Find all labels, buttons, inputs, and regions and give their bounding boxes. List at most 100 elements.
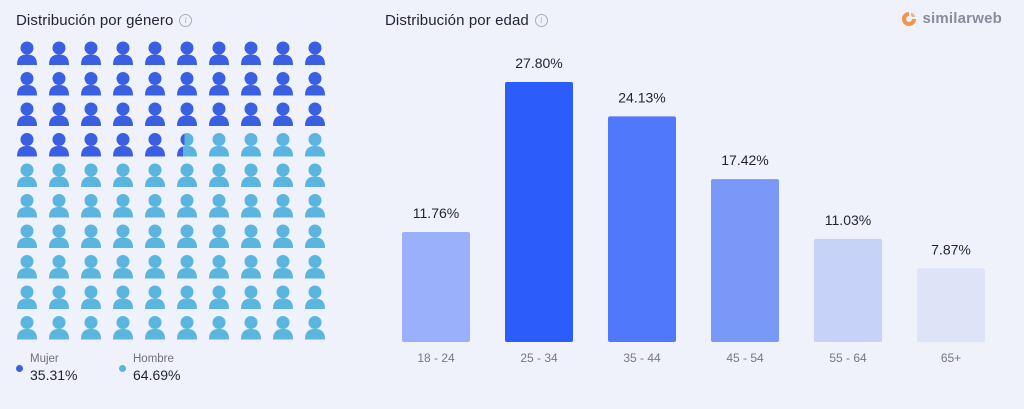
data-label: 27.80% <box>515 55 562 71</box>
age-title-text: Distribución por edad <box>385 12 529 29</box>
brand-name: similarweb <box>922 10 1002 27</box>
person-icon <box>113 285 133 309</box>
person-icon <box>305 41 325 65</box>
age-bar-chart: 11.76% 18 - 24 27.80% 25 - 34 24.13% 35 - 44 1… <box>402 55 985 365</box>
person-icon <box>81 285 101 309</box>
person-icon <box>49 316 69 340</box>
person-icon <box>113 72 133 96</box>
person-icon <box>177 133 197 157</box>
person-icon <box>81 316 101 340</box>
person-icon <box>241 163 261 187</box>
data-label: 7.87% <box>931 241 971 257</box>
person-icon <box>241 224 261 248</box>
bar-0[interactable] <box>402 232 470 342</box>
person-icon <box>305 285 325 309</box>
person-icon <box>17 255 37 279</box>
person-icon <box>145 194 165 218</box>
person-icon <box>209 163 229 187</box>
person-icon <box>145 41 165 65</box>
x-tick-label: 65+ <box>941 351 961 365</box>
person-icon <box>81 133 101 157</box>
person-icon <box>49 72 69 96</box>
person-icon <box>241 285 261 309</box>
person-icon <box>113 316 133 340</box>
data-label: 11.76% <box>413 205 459 221</box>
person-icon <box>177 285 197 309</box>
bar-2[interactable] <box>608 116 676 343</box>
person-icon <box>209 41 229 65</box>
person-icon <box>305 102 325 126</box>
age-distribution-title: Distribución por edad i <box>385 12 548 29</box>
person-icon <box>145 72 165 96</box>
person-icon <box>177 224 197 248</box>
person-icon <box>305 255 325 279</box>
person-icon <box>305 194 325 218</box>
person-icon <box>145 285 165 309</box>
person-icon <box>17 316 37 340</box>
info-icon[interactable]: i <box>534 14 548 27</box>
person-icon <box>209 194 229 218</box>
person-icon <box>273 255 293 279</box>
person-icon <box>49 194 69 218</box>
person-icon <box>113 224 133 248</box>
x-tick-label: 55 - 64 <box>829 351 867 365</box>
person-icon <box>113 133 133 157</box>
person-icon <box>145 255 165 279</box>
info-icon[interactable]: i <box>179 14 193 27</box>
person-icon <box>273 163 293 187</box>
person-icon <box>81 102 101 126</box>
person-icon <box>17 194 37 218</box>
person-icon <box>145 224 165 248</box>
person-icon <box>209 224 229 248</box>
person-icon <box>273 285 293 309</box>
person-icon <box>113 41 133 65</box>
bar-1[interactable] <box>505 82 573 342</box>
person-icon <box>17 224 37 248</box>
person-icon <box>209 133 229 157</box>
person-icon <box>49 224 69 248</box>
person-icon <box>305 72 325 96</box>
person-icon <box>49 285 69 309</box>
bar-4[interactable] <box>814 238 882 342</box>
person-icon <box>209 316 229 340</box>
legend-item-mujer: Mujer 35.31% <box>16 352 77 384</box>
legend-value: 35.31% <box>30 367 78 383</box>
person-icon <box>177 163 197 187</box>
brand-logo: similarweb <box>901 10 1002 27</box>
gender-pictograph-grid <box>17 41 325 340</box>
person-icon <box>273 194 293 218</box>
person-icon <box>81 255 101 279</box>
person-icon <box>241 133 261 157</box>
bar-3[interactable] <box>711 179 779 342</box>
legend-value: 64.69% <box>133 367 181 383</box>
bar-5[interactable] <box>917 268 985 342</box>
person-icon <box>81 72 101 96</box>
person-icon <box>177 72 197 96</box>
person-icon <box>177 255 197 279</box>
person-icon <box>17 72 37 96</box>
legend-dot-hombre <box>119 365 126 372</box>
person-icon <box>49 133 69 157</box>
person-icon <box>17 41 37 65</box>
person-icon <box>145 316 165 340</box>
person-icon <box>241 41 261 65</box>
person-icon <box>49 102 69 126</box>
x-tick-label: 45 - 54 <box>726 351 764 365</box>
person-icon <box>17 285 37 309</box>
data-label: 11.03% <box>825 212 871 228</box>
x-tick-label: 18 - 24 <box>417 351 455 365</box>
gender-distribution-title: Distribución por género i <box>16 12 193 29</box>
gender-title-text: Distribución por género <box>16 12 174 29</box>
person-icon <box>49 255 69 279</box>
person-icon <box>305 224 325 248</box>
person-icon <box>273 224 293 248</box>
person-icon <box>81 41 101 65</box>
person-icon <box>241 316 261 340</box>
person-icon <box>273 41 293 65</box>
person-icon <box>113 255 133 279</box>
person-icon <box>209 72 229 96</box>
person-icon <box>241 194 261 218</box>
person-icon <box>49 163 69 187</box>
legend-label: Mujer <box>30 353 59 365</box>
legend-dot-mujer <box>16 365 23 372</box>
